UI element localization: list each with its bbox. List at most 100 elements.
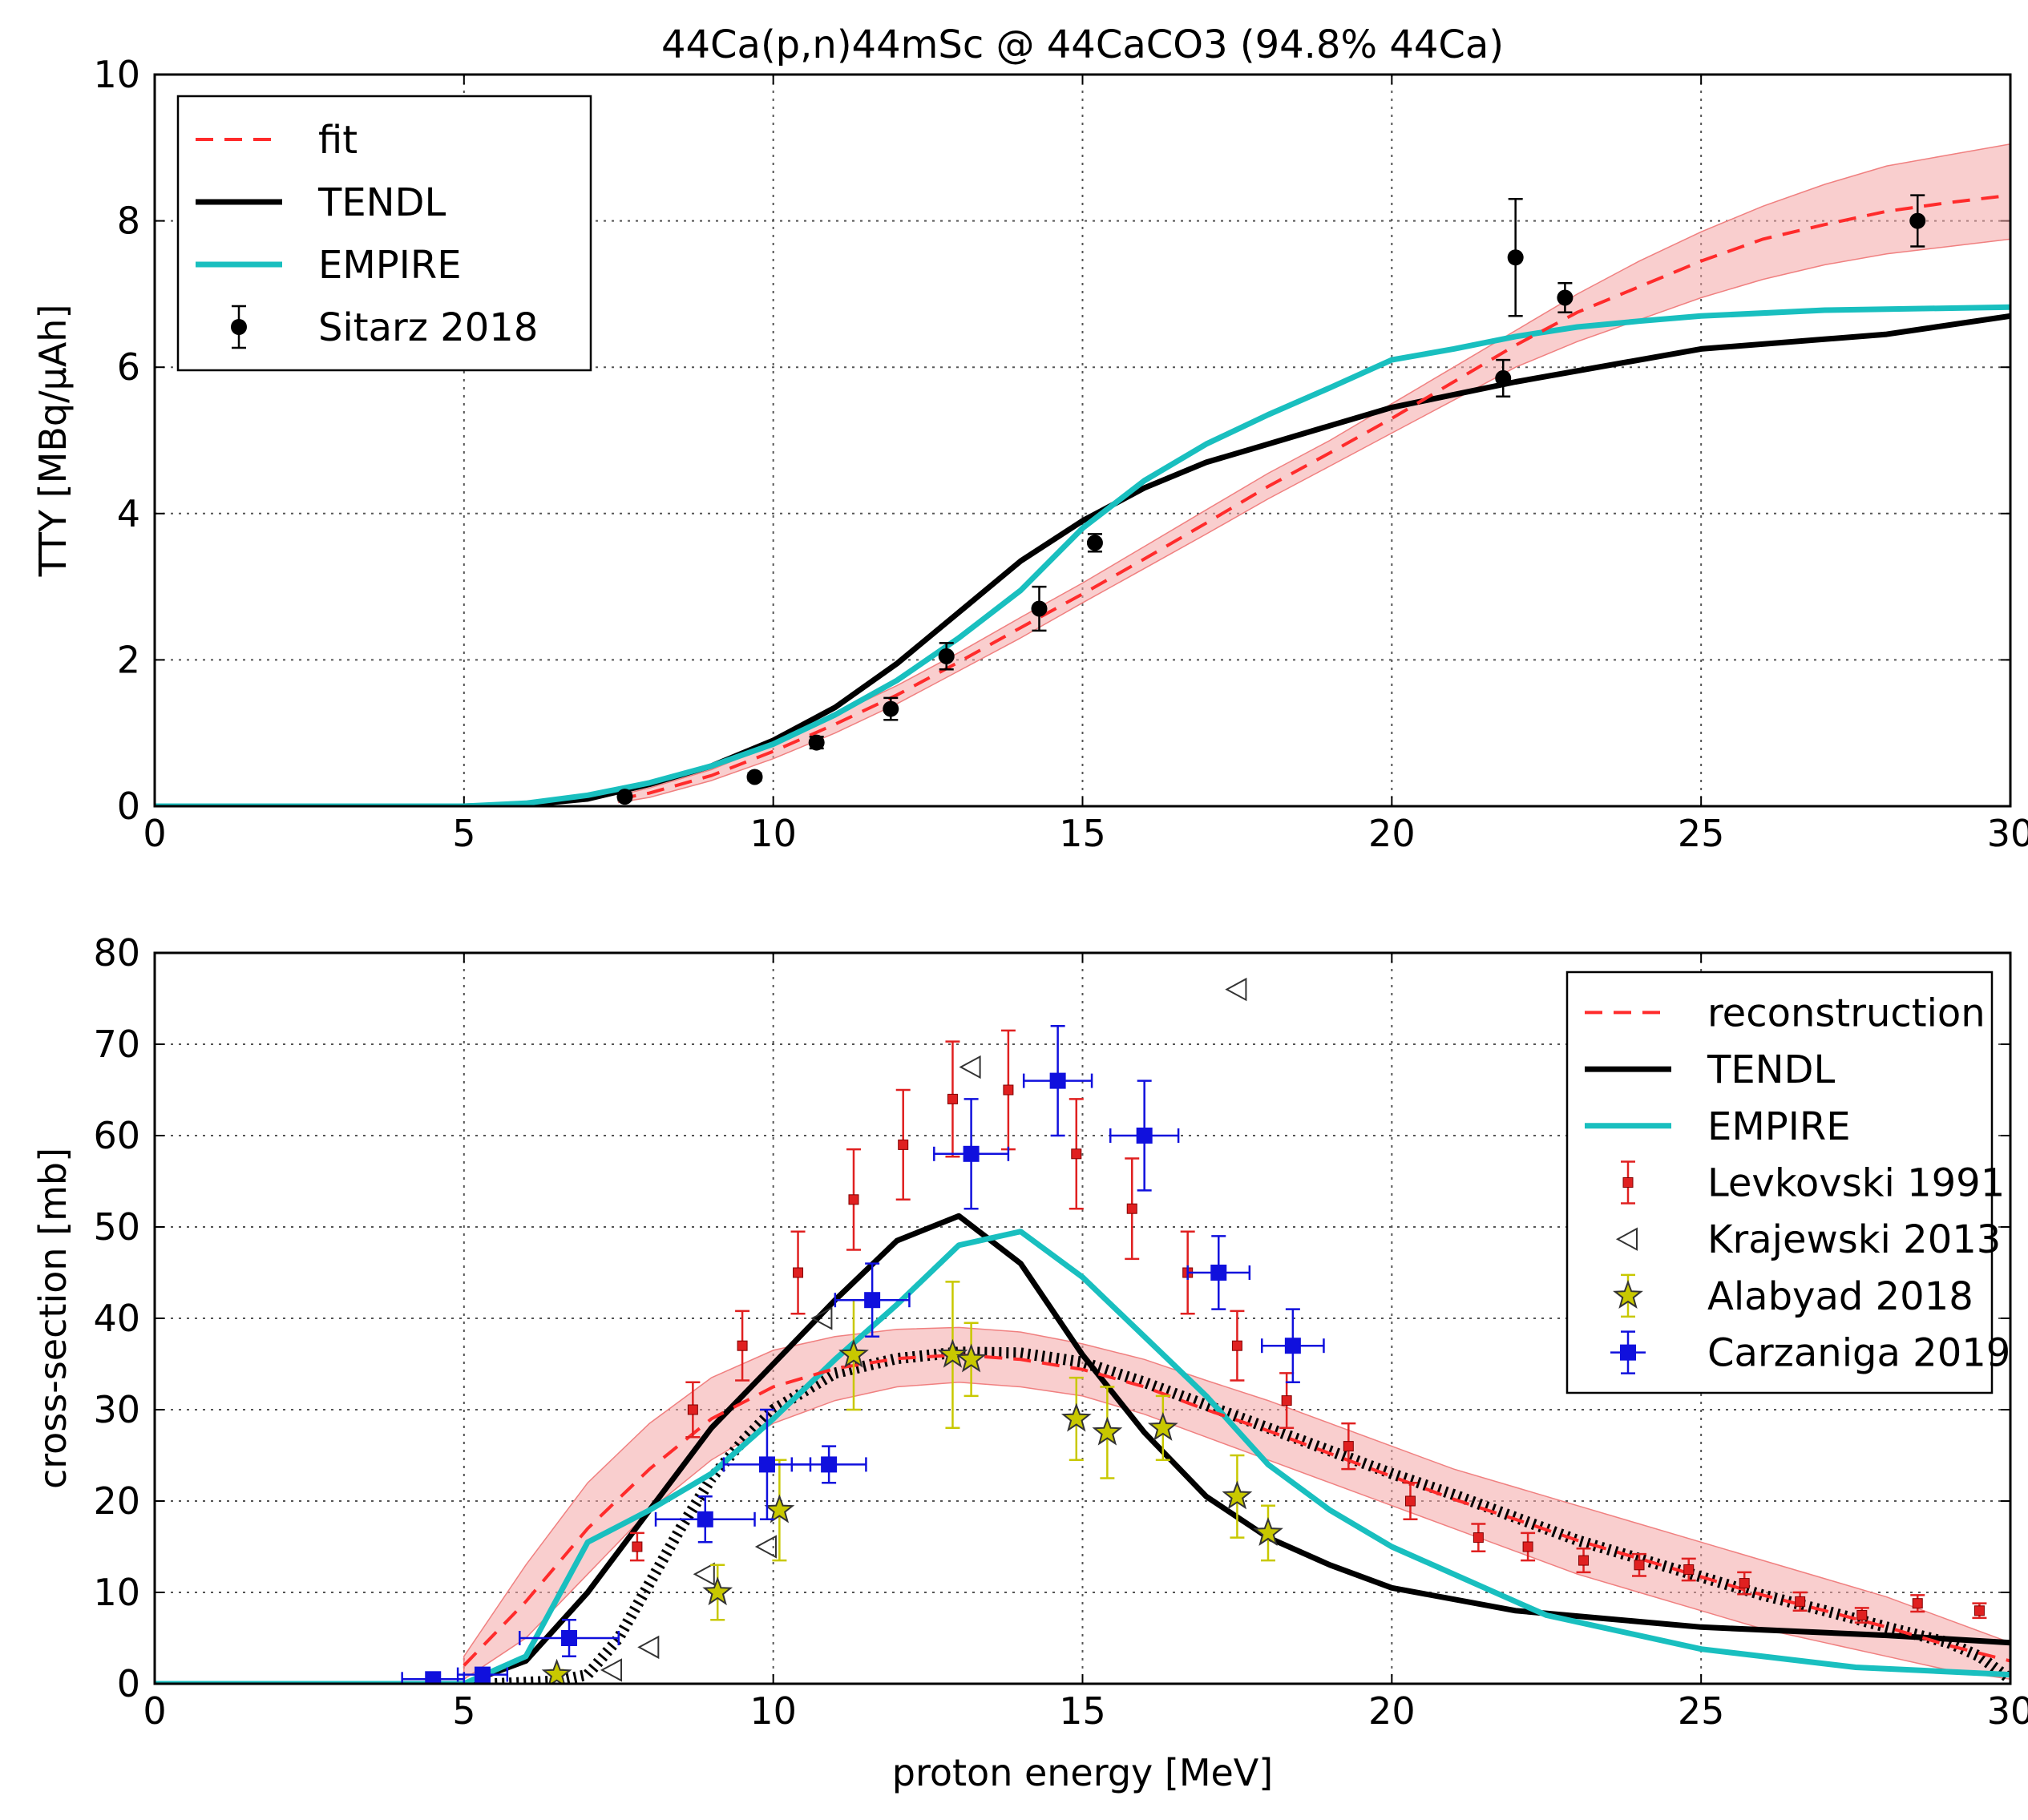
legend-frame <box>1565 971 1994 1394</box>
x-tick-label: 25 <box>1678 1689 1725 1733</box>
data-point <box>1973 1605 1985 1616</box>
data-point <box>1049 1072 1066 1089</box>
data-point <box>955 1343 987 1373</box>
data-point <box>1086 535 1103 551</box>
x-tick-label: 0 <box>143 1689 166 1733</box>
data-point <box>1634 1560 1645 1571</box>
x-tick-label: 20 <box>1368 812 1416 855</box>
x-tick-label: 25 <box>1678 812 1725 855</box>
data-point <box>632 1541 643 1552</box>
y-tick-label: 0 <box>117 785 140 828</box>
x-tick-label: 0 <box>143 812 166 855</box>
legend-label: fit <box>318 118 358 163</box>
data-point <box>425 1671 442 1684</box>
data-point <box>1856 1610 1868 1620</box>
x-tick-label: 15 <box>1059 812 1106 855</box>
y-tick-label: 40 <box>93 1297 140 1340</box>
x-tick-label: 5 <box>452 812 475 855</box>
points-levkovski-1991 <box>629 1029 1987 1624</box>
y-tick-label: 2 <box>117 638 140 681</box>
data-point <box>793 1267 804 1278</box>
series-line-empire <box>155 1229 2010 1684</box>
chart-title: 44Ca(p,n)44mSc @ 44CaCO3 (94.8% 44Ca) <box>661 22 1504 67</box>
data-point <box>864 1292 881 1309</box>
legend-marker <box>231 319 247 335</box>
data-point <box>1557 289 1574 306</box>
legend-label: Levkovski 1991 <box>1707 1161 2005 1206</box>
data-point <box>764 1494 795 1523</box>
y-tick-label: 8 <box>117 200 140 243</box>
data-point <box>1136 1128 1153 1144</box>
data-point <box>1578 1555 1590 1566</box>
data-point <box>808 734 825 751</box>
plot-area <box>155 977 2010 1684</box>
data-point <box>1210 1265 1227 1281</box>
y-tick-label: 50 <box>93 1205 140 1249</box>
y-tick-label: 30 <box>93 1388 140 1431</box>
y-tick-label: 6 <box>117 345 140 389</box>
y-tick-label: 20 <box>93 1479 140 1523</box>
data-point <box>1060 1402 1092 1432</box>
data-point <box>1912 1598 1923 1609</box>
data-point <box>1281 1395 1292 1406</box>
uncertainty-band <box>463 1326 2010 1681</box>
data-point <box>821 1456 838 1473</box>
y-tick-label: 4 <box>117 492 140 535</box>
data-point <box>754 1535 777 1559</box>
x-tick-label: 5 <box>452 1689 475 1733</box>
series-line-tendl <box>155 313 2010 806</box>
legend-label: Krajewski 2013 <box>1707 1217 2001 1262</box>
legend-marker <box>1613 1280 1643 1310</box>
data-point <box>1343 1441 1354 1452</box>
points-alabyad-2018 <box>541 1281 1283 1684</box>
data-point <box>810 1306 833 1330</box>
points-sitarz-2018 <box>616 194 1926 805</box>
x-tick-label: 10 <box>749 1689 797 1733</box>
series-line-tendl <box>155 1213 2010 1684</box>
data-point <box>737 1340 748 1351</box>
data-point <box>938 648 955 664</box>
data-point <box>1031 600 1048 617</box>
legend: fit TENDL EMPIRE Sitarz 2018 <box>176 95 592 372</box>
data-point <box>1909 212 1926 229</box>
data-point <box>1222 1480 1253 1510</box>
points-krajewski-2013 <box>600 977 1247 1682</box>
data-point <box>1225 977 1247 1002</box>
data-point <box>947 1093 958 1104</box>
data-point <box>693 1562 715 1586</box>
y-axis-label: cross-section [mb] <box>31 1148 75 1489</box>
y-tick-label: 10 <box>93 1571 140 1614</box>
plot-area <box>155 143 2010 806</box>
data-point <box>561 1630 578 1646</box>
data-point <box>541 1658 572 1684</box>
data-point <box>474 1666 491 1683</box>
data-point <box>1231 1340 1242 1351</box>
data-point <box>1683 1564 1695 1575</box>
chart-panel-1: 0 5 10 15 20 25 30 0 2 4 6 8 10 44Ca(p,n)44mSc @ 44Ca… <box>31 22 2028 855</box>
data-point <box>959 1055 981 1079</box>
data-point <box>1739 1578 1750 1589</box>
data-point <box>637 1635 660 1660</box>
data-point <box>898 1139 909 1150</box>
series-line-empire <box>155 304 2010 806</box>
series-line-unlabeled-dotted-curve <box>495 1346 2010 1684</box>
data-point <box>1495 369 1512 386</box>
legend-label: Alabyad 2018 <box>1707 1274 1973 1319</box>
data-point <box>702 1576 733 1606</box>
data-point <box>1253 1517 1283 1547</box>
x-tick-label: 10 <box>749 812 797 855</box>
series-line-reconstruction <box>463 1353 2010 1667</box>
data-point <box>1473 1532 1484 1544</box>
data-point <box>1071 1148 1082 1160</box>
data-point <box>697 1511 713 1527</box>
data-point <box>616 789 633 805</box>
legend-marker <box>1615 1227 1638 1251</box>
x-axis-label: proton energy [MeV] <box>892 1751 1273 1794</box>
x-tick-label: 15 <box>1059 1689 1106 1733</box>
legend-label: TENDL <box>1707 1047 1836 1092</box>
data-point <box>963 1145 980 1162</box>
y-tick-label: 0 <box>117 1662 140 1705</box>
x-tick-label: 30 <box>1987 1689 2028 1733</box>
legend-label: EMPIRE <box>1707 1104 1851 1149</box>
